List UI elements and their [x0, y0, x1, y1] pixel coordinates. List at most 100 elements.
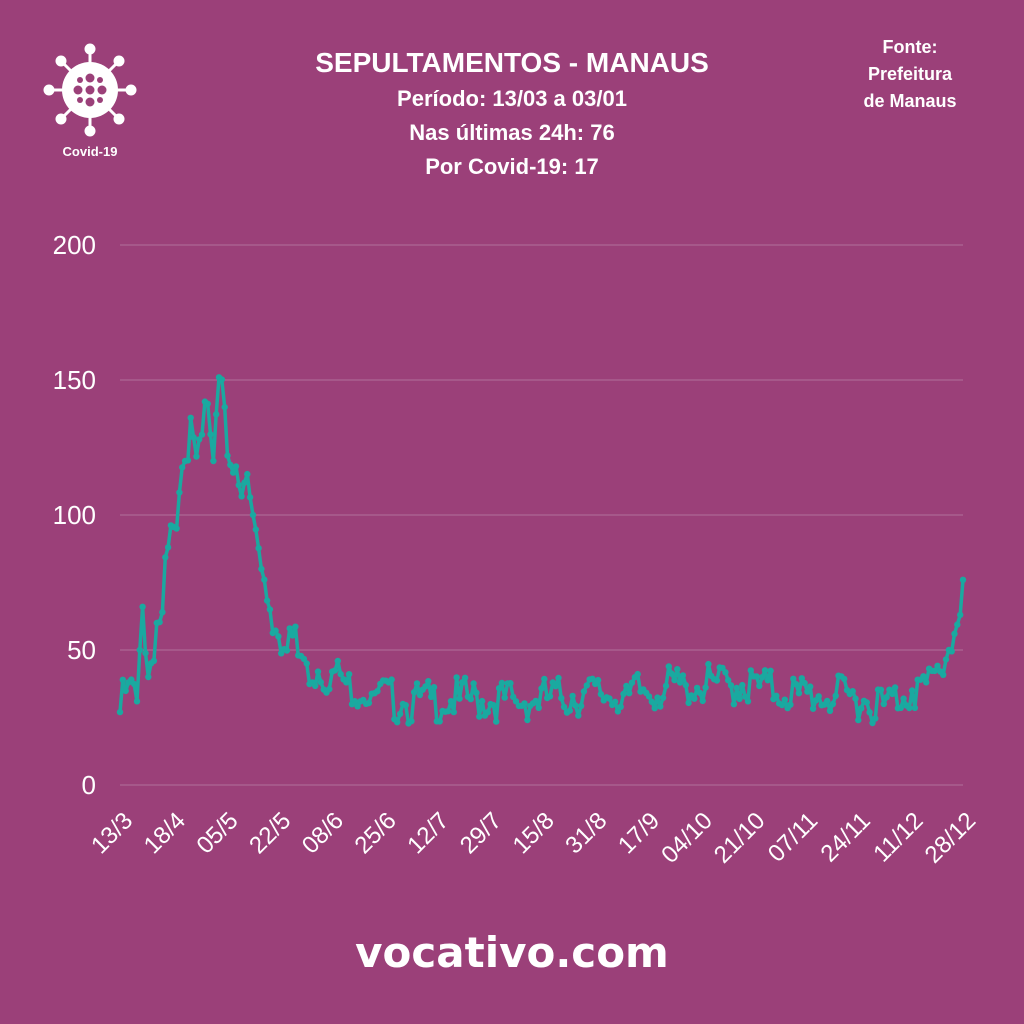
last-24h-text: Nas últimas 24h: 76 [409, 120, 615, 145]
data-point [289, 632, 296, 639]
x-tick-label: 12/7 [402, 807, 454, 859]
data-point [756, 682, 763, 690]
data-point [337, 670, 344, 678]
x-tick-label: 21/10 [709, 807, 771, 869]
data-point [210, 457, 217, 465]
x-tick-label: 15/8 [508, 807, 560, 859]
data-point [411, 689, 418, 696]
data-point [575, 712, 582, 719]
data-point [787, 701, 794, 708]
data-point [130, 680, 138, 688]
period-text: Período: 13/03 a 03/01 [397, 86, 627, 111]
data-point [532, 697, 539, 705]
source-note: Fonte: Prefeitura de Manaus [840, 34, 980, 115]
data-point [300, 655, 308, 663]
data-point [450, 708, 457, 716]
data-point [326, 685, 333, 693]
data-point [428, 693, 435, 700]
data-point [230, 469, 237, 476]
data-point [133, 698, 141, 705]
data-point [957, 611, 964, 619]
data-point [238, 493, 245, 500]
data-point [654, 694, 661, 701]
virus-icon [43, 43, 137, 137]
data-point [286, 625, 293, 632]
data-point [221, 403, 228, 411]
chart-title: SEPULTAMENTOS - MANAUS [315, 47, 709, 78]
data-point [736, 695, 743, 703]
data-point [354, 703, 361, 710]
data-point [495, 685, 503, 692]
data-point [314, 668, 322, 675]
data-point [150, 657, 158, 665]
x-tick-label: 07/11 [763, 807, 823, 867]
covid-count-text: Por Covid-19: 17 [425, 154, 599, 179]
data-point [951, 630, 958, 637]
data-point [671, 676, 678, 684]
data-point [207, 431, 214, 438]
data-point [470, 680, 477, 687]
x-tick-label: 28/12 [920, 807, 982, 869]
data-point [705, 660, 712, 668]
data-point [906, 704, 913, 712]
data-point [877, 686, 885, 693]
data-point [931, 667, 938, 675]
data-point [829, 700, 837, 708]
data-point [261, 576, 268, 583]
data-point [145, 673, 152, 681]
data-point [162, 554, 169, 561]
data-point [900, 695, 907, 702]
series-line [118, 375, 965, 726]
x-tick-label: 18/4 [139, 807, 191, 859]
data-point [365, 699, 373, 707]
data-point [283, 647, 291, 654]
data-point [809, 705, 817, 712]
data-point [235, 481, 242, 489]
data-point [258, 565, 265, 573]
data-point [524, 716, 531, 724]
data-point [824, 697, 831, 705]
data-point [447, 698, 455, 705]
data-point [244, 470, 251, 478]
data-point [725, 677, 732, 684]
data-point [272, 627, 279, 634]
y-tick-label: 200 [53, 230, 96, 260]
data-point [122, 687, 129, 695]
data-point [196, 436, 203, 443]
data-point [620, 690, 627, 698]
data-point [408, 718, 415, 725]
data-point [841, 675, 848, 683]
data-point [792, 681, 800, 688]
data-point [521, 700, 528, 707]
data-point [156, 618, 163, 626]
data-point [190, 434, 197, 441]
logo-label: Covid-19 [62, 144, 118, 159]
data-point [184, 457, 192, 464]
data-point [790, 675, 797, 682]
data-point [764, 677, 771, 684]
data-point [815, 693, 822, 700]
data-point [416, 691, 424, 699]
data-point [954, 621, 961, 628]
data-point [583, 682, 590, 689]
data-point [849, 688, 856, 695]
data-point [312, 682, 319, 690]
data-point [555, 674, 562, 682]
data-point [227, 461, 234, 468]
data-point [940, 671, 947, 678]
x-tick-label: 13/3 [86, 807, 138, 859]
data-point [425, 678, 432, 685]
data-point [773, 692, 780, 699]
x-tick-label: 31/8 [560, 807, 612, 859]
data-point [858, 705, 865, 712]
data-point [456, 695, 463, 702]
data-point [136, 646, 143, 654]
data-point [187, 414, 194, 421]
data-point [255, 545, 262, 552]
x-tick-label: 05/5 [191, 807, 243, 859]
x-tick-label: 29/7 [455, 807, 507, 859]
source-name-1: Prefeitura [867, 64, 953, 84]
data-point [204, 400, 211, 407]
data-point [467, 695, 474, 703]
